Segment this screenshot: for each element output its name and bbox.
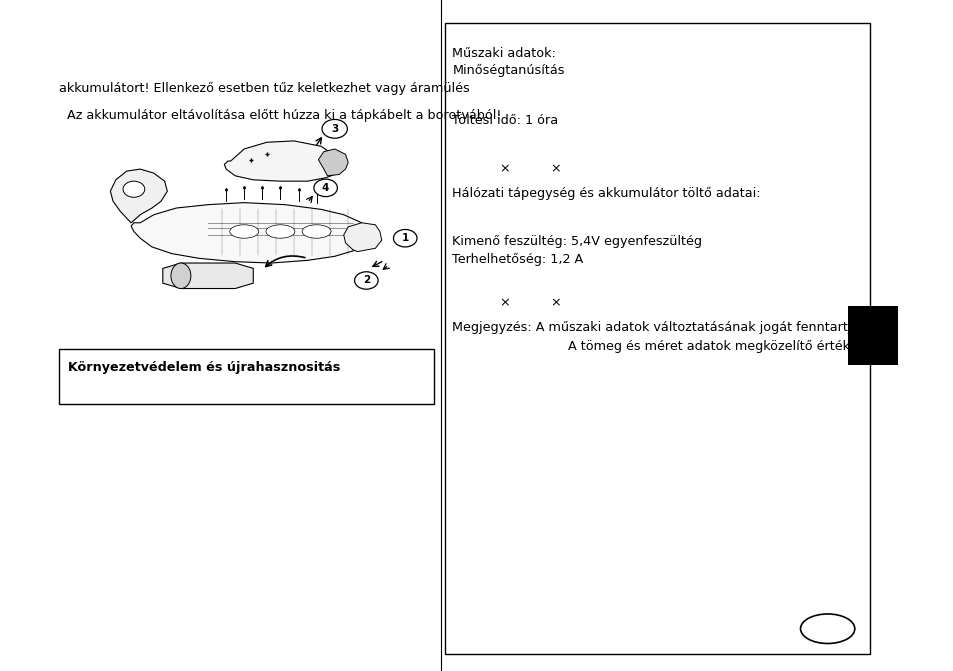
Text: Megjegyzés: A műszaki adatok változtatásának jogát fenntartjuk.: Megjegyzés: A műszaki adatok változtatás… — [452, 321, 870, 333]
Text: ×: × — [499, 297, 510, 310]
Circle shape — [393, 229, 416, 247]
Polygon shape — [163, 263, 253, 289]
Text: Terhelhetőség: 1,2 A: Terhelhetőség: 1,2 A — [452, 253, 583, 266]
Ellipse shape — [800, 614, 854, 643]
Ellipse shape — [302, 225, 331, 238]
Text: Műszaki adatok:: Műszaki adatok: — [452, 47, 556, 60]
Bar — [59, 349, 434, 404]
Text: Minőségtanúsítás: Minőségtanúsítás — [452, 64, 564, 77]
Circle shape — [355, 272, 377, 289]
Polygon shape — [224, 141, 339, 181]
Text: A tömeg és méret adatok megközelítő értékek.: A tömeg és méret adatok megközelítő érté… — [567, 340, 868, 353]
Text: 1: 1 — [401, 234, 409, 243]
Text: 4: 4 — [321, 183, 329, 193]
Ellipse shape — [230, 225, 258, 238]
Polygon shape — [111, 169, 167, 223]
Circle shape — [123, 181, 145, 197]
Ellipse shape — [171, 263, 191, 289]
Text: 2: 2 — [362, 276, 370, 285]
Text: Magyar: Magyar — [862, 311, 875, 360]
Circle shape — [322, 119, 347, 138]
Text: Töltési idő: 1 óra: Töltési idő: 1 óra — [452, 114, 558, 127]
Text: Környezetvédelem és újrahasznositás: Környezetvédelem és újrahasznositás — [68, 361, 339, 374]
Ellipse shape — [266, 225, 294, 238]
Polygon shape — [343, 223, 381, 252]
Circle shape — [314, 179, 337, 197]
Text: Hálózati tápegység és akkumulátor töltő adatai:: Hálózati tápegység és akkumulátor töltő … — [452, 187, 760, 200]
Text: akkumulátort! Ellenkező esetben tűz keletkezhet vagy áramülés: akkumulátort! Ellenkező esetben tűz kele… — [59, 82, 469, 95]
Text: ×: × — [499, 162, 510, 176]
Bar — [847, 306, 898, 365]
Polygon shape — [318, 149, 348, 176]
Text: Kimenő feszültég: 5,4V egyenfeszültég: Kimenő feszültég: 5,4V egyenfeszültég — [452, 235, 701, 248]
Bar — [444, 23, 869, 654]
Text: ×: × — [550, 297, 560, 310]
Text: 3: 3 — [331, 124, 338, 134]
Text: ×: × — [550, 162, 560, 176]
Polygon shape — [131, 203, 369, 263]
Text: Az akkumulátor eltávolítása előtt húzza ki a tápkábelt a borotvából!: Az akkumulátor eltávolítása előtt húzza … — [59, 109, 500, 122]
